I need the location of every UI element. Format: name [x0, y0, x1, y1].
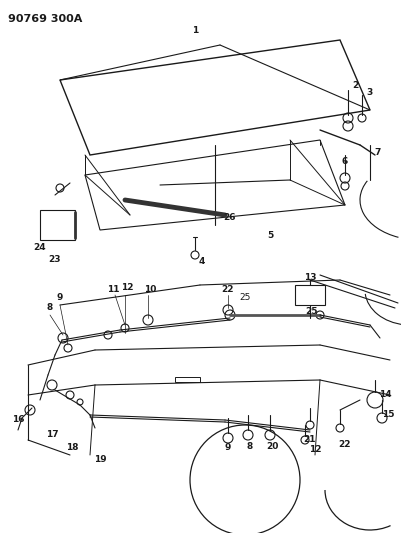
Text: 9: 9 — [224, 443, 231, 453]
Text: 6: 6 — [341, 157, 347, 166]
Text: 26: 26 — [223, 214, 236, 222]
Text: 90769 300A: 90769 300A — [8, 14, 82, 24]
Text: 8: 8 — [246, 442, 253, 451]
Text: 14: 14 — [378, 391, 390, 400]
Text: 1: 1 — [191, 26, 198, 35]
Text: 9: 9 — [57, 294, 63, 303]
Text: 20: 20 — [265, 442, 277, 451]
Text: 22: 22 — [338, 440, 350, 449]
Text: 21: 21 — [303, 435, 316, 445]
Text: 23: 23 — [49, 255, 61, 264]
Text: 4: 4 — [198, 257, 205, 266]
Text: 15: 15 — [381, 410, 393, 419]
Text: 17: 17 — [46, 431, 58, 440]
Text: 24: 24 — [34, 244, 46, 253]
Text: 7: 7 — [374, 148, 380, 157]
Text: 25: 25 — [305, 308, 318, 317]
Text: 22: 22 — [221, 286, 234, 295]
Text: 2: 2 — [351, 80, 357, 90]
Text: 11: 11 — [107, 286, 119, 295]
Text: 19: 19 — [93, 456, 106, 464]
Text: 10: 10 — [144, 286, 156, 295]
Text: 3: 3 — [366, 87, 372, 96]
Text: 25: 25 — [239, 294, 250, 303]
Text: 5: 5 — [266, 230, 272, 239]
Text: 16: 16 — [12, 416, 24, 424]
Text: 8: 8 — [47, 303, 53, 312]
Text: 13: 13 — [303, 273, 316, 282]
Text: 12: 12 — [308, 446, 320, 455]
Text: 18: 18 — [66, 443, 78, 453]
Text: 12: 12 — [120, 284, 133, 293]
